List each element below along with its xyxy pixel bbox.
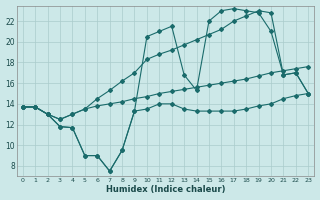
X-axis label: Humidex (Indice chaleur): Humidex (Indice chaleur) (106, 185, 225, 194)
